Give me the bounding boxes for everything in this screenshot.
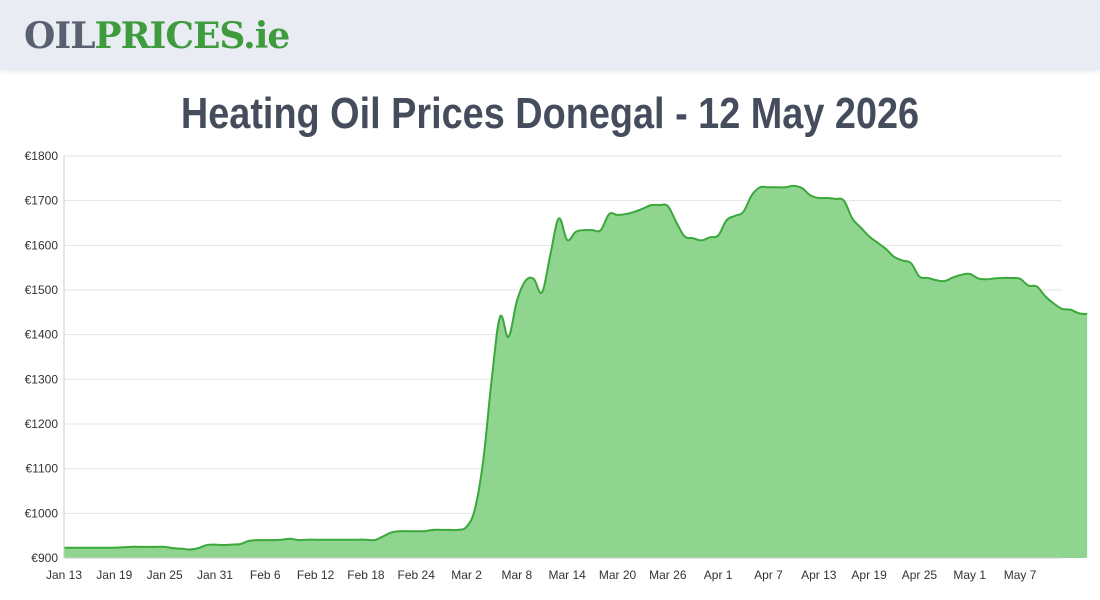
y-tick-label: €1100 xyxy=(26,462,59,476)
y-tick-label: €1400 xyxy=(25,328,59,342)
x-tick-label: Feb 6 xyxy=(250,568,281,582)
x-tick-label: Feb 12 xyxy=(297,568,335,582)
y-tick-label: €1600 xyxy=(25,238,59,252)
price-area-fill xyxy=(64,185,1088,558)
x-tick-label: Apr 1 xyxy=(704,568,733,582)
y-tick-labels: €900 €1000 €1100 €1200 €1300 €1400 €1500 €1600 €… xyxy=(25,149,59,565)
x-tick-label: Apr 7 xyxy=(754,568,783,582)
site-logo[interactable]: OILPRICES.ie xyxy=(24,14,290,58)
x-tick-label: May 7 xyxy=(1004,568,1037,582)
x-tick-label: Mar 8 xyxy=(502,568,533,582)
logo-text-domain: .ie xyxy=(243,15,290,57)
x-tick-label: Jan 31 xyxy=(197,568,233,582)
x-tick-label: Feb 24 xyxy=(398,568,436,582)
x-tick-labels: Jan 13 Jan 19 Jan 25 Jan 31 Feb 6 Feb 12 Feb 1… xyxy=(46,568,1037,582)
x-tick-label: May 1 xyxy=(953,568,986,582)
logo-text-oil: OIL xyxy=(24,15,96,57)
y-tick-label: €1200 xyxy=(25,417,59,431)
x-tick-label: Apr 19 xyxy=(851,568,887,582)
x-tick-label: Mar 20 xyxy=(599,568,637,582)
y-tick-label: €1000 xyxy=(25,506,59,520)
x-tick-label: Apr 13 xyxy=(801,568,837,582)
area-series xyxy=(64,184,1088,558)
axes xyxy=(63,156,1062,559)
x-tick-label: Jan 25 xyxy=(147,568,183,582)
site-header: OILPRICES.ie xyxy=(0,0,1100,70)
logo-text-prices: PRICES xyxy=(94,15,245,57)
y-tick-label: €900 xyxy=(31,551,58,565)
x-tick-label: Mar 26 xyxy=(649,568,687,582)
price-series-line xyxy=(64,184,1088,551)
x-tick-label: Mar 2 xyxy=(451,568,482,582)
page-title: Heating Oil Prices Donegal - 12 May 2026 xyxy=(180,89,920,138)
x-tick-label: Mar 14 xyxy=(549,568,587,582)
x-tick-label: Feb 18 xyxy=(347,568,385,582)
y-tick-label: €1700 xyxy=(25,194,59,208)
x-tick-label: Jan 13 xyxy=(46,568,82,582)
y-tick-label: €1800 xyxy=(25,149,59,163)
x-tick-label: Apr 25 xyxy=(902,568,938,582)
y-tick-label: €1300 xyxy=(25,372,59,386)
x-tick-label: Jan 19 xyxy=(96,568,132,582)
y-tick-label: €1500 xyxy=(25,283,59,297)
